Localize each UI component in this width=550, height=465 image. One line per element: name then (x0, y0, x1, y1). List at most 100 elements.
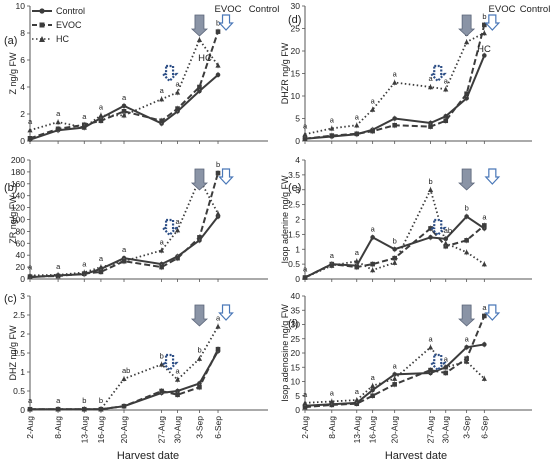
point-hc (481, 261, 487, 267)
point-hc (174, 227, 181, 233)
y-tick-label: 0 (20, 136, 25, 146)
evoc-arrow (458, 304, 476, 327)
y-tick-label: 0.5 (288, 259, 300, 269)
point-hc (55, 272, 61, 278)
point-hc (302, 131, 308, 137)
y-tick-label: 140 (11, 191, 25, 201)
point-evoc (370, 261, 375, 267)
point-hc (354, 397, 360, 403)
panel-f: 0 5 10 15 20 25 30 35 40 2-Aug 8-Aug 13-Aug 16-Aug 20… (280, 291, 532, 443)
point-evoc (159, 264, 164, 270)
y-tick-label: 0 (295, 405, 300, 415)
hc-arrow (428, 218, 447, 237)
point-evoc (159, 388, 164, 394)
significance-letter: a (56, 262, 61, 271)
control-arrow (218, 14, 234, 31)
point-hc (215, 210, 221, 216)
significance-letter: a (28, 117, 33, 126)
y-axis-title: ZR ng/g FW (8, 195, 18, 244)
significance-letter: b (429, 177, 433, 186)
point-hc (392, 79, 398, 85)
point-hc (55, 406, 61, 412)
panel-label: (d) (288, 14, 301, 26)
point-evoc (27, 136, 33, 141)
significance-letter: b (393, 236, 397, 245)
significance-letter: a (82, 112, 87, 121)
point-evoc (197, 84, 202, 90)
significance-letter: a (56, 396, 61, 405)
y-tick-label: 6 (20, 55, 25, 65)
y-tick-label: 40 (291, 291, 301, 301)
point-hc (354, 122, 360, 128)
y-tick-label: 120 (11, 203, 25, 213)
point-evoc (370, 128, 375, 134)
significance-letter: a (82, 259, 87, 268)
point-evoc (354, 131, 360, 137)
point-evoc (354, 401, 360, 407)
point-hc (215, 62, 221, 68)
point-evoc (482, 223, 487, 228)
point-hc (329, 263, 335, 268)
y-tick-label: 8 (20, 28, 25, 38)
point-evoc (329, 133, 335, 138)
y-tick-label: 4 (20, 82, 25, 92)
y-tick-label: 1.5 (13, 348, 25, 358)
y-tick-label: 10 (291, 91, 301, 101)
significance-letter: a (176, 79, 181, 88)
point-evoc (98, 118, 104, 124)
y-tick-label: 2.5 (288, 200, 300, 210)
significance-letter: a (176, 217, 181, 226)
point-hc (427, 187, 434, 192)
x-tick-label: 2-Aug (300, 416, 310, 439)
significance-letter: b (465, 204, 469, 213)
y-tick-label: 3 (295, 185, 300, 195)
point-hc (121, 112, 127, 118)
point-hc (98, 264, 104, 270)
point-control (482, 342, 487, 347)
significance-letter: a (28, 396, 33, 405)
significance-letter: a (355, 248, 360, 257)
point-hc (392, 376, 398, 381)
point-control (428, 120, 433, 126)
evoc-arrow-label-a: EVOC (215, 4, 242, 15)
x-tick-label: 2-Aug (25, 416, 35, 439)
point-hc (27, 272, 33, 278)
point-evoc (159, 118, 164, 124)
point-control (197, 88, 202, 94)
y-tick-label: 100 (11, 215, 25, 225)
control-arrow-label-d: Control (520, 4, 550, 15)
y-tick-label: 0 (20, 405, 25, 415)
evoc-arrow (458, 168, 476, 191)
point-control (464, 95, 469, 101)
point-hc (121, 376, 127, 382)
point-evoc (370, 393, 375, 399)
x-tick-label: 27-Aug (426, 416, 436, 444)
y-tick-label: 1.5 (288, 229, 300, 239)
significance-letter: a (371, 97, 376, 106)
point-evoc (215, 29, 221, 34)
point-evoc (428, 124, 433, 129)
y-tick-label: 4 (295, 155, 300, 165)
y-axis-title: Z ng/g FW (8, 52, 18, 95)
y-tick-label: 2 (20, 109, 25, 119)
x-tick-label: 3-Sep (462, 416, 472, 439)
y-tick-label: 0 (295, 274, 300, 284)
significance-letter: a (444, 76, 449, 85)
point-control (482, 53, 487, 58)
point-evoc (215, 170, 221, 176)
point-control (392, 116, 397, 121)
significance-letter: b (99, 396, 103, 405)
y-tick-label: 10 (16, 1, 26, 11)
point-control (392, 246, 397, 252)
significance-letter: ab (444, 226, 452, 235)
point-evoc (443, 370, 449, 376)
y-tick-label: 0.5 (13, 386, 25, 396)
point-hc (81, 406, 87, 412)
evoc-arrow (190, 304, 208, 327)
point-hc (464, 249, 470, 255)
hc-arrow (160, 64, 179, 83)
point-evoc (175, 106, 180, 111)
